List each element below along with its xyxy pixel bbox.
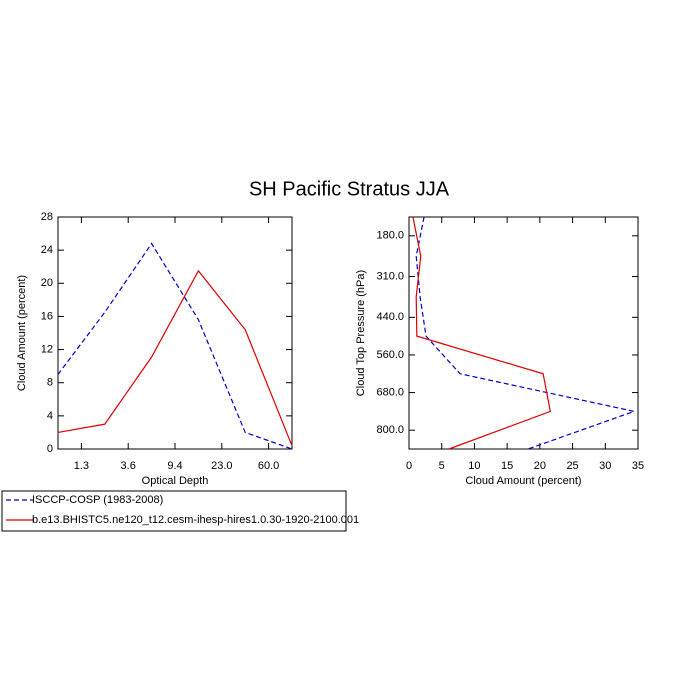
y-tick-label: 180.0 — [376, 230, 404, 242]
series-line — [57, 269, 293, 446]
x-tick-label: 3.6 — [121, 460, 136, 472]
y-tick-label: 440.0 — [376, 311, 404, 323]
x-tick-label: 60.0 — [258, 460, 279, 472]
y-tick-label: 20 — [41, 277, 53, 289]
series-line — [412, 216, 552, 450]
y-tick-label: 310.0 — [376, 270, 404, 282]
y-axis-label: Cloud Top Pressure (hPa) — [355, 270, 367, 396]
x-tick-label: 5 — [439, 460, 445, 472]
series-line — [57, 242, 293, 450]
y-tick-label: 8 — [47, 377, 53, 389]
x-tick-label: 0 — [406, 460, 412, 472]
x-axis-label: Optical Depth — [142, 475, 209, 487]
x-tick-label: 15 — [501, 460, 513, 472]
x-tick-label: 23.0 — [211, 460, 232, 472]
y-tick-label: 0 — [47, 443, 53, 455]
x-tick-label: 25 — [566, 460, 578, 472]
y-tick-label: 28 — [41, 211, 53, 223]
x-tick-label: 20 — [534, 460, 546, 472]
y-tick-label: 12 — [41, 343, 53, 355]
legend-label: ISCCP-COSP (1983-2008) — [32, 494, 163, 506]
y-tick-label: 4 — [47, 410, 53, 422]
plot-frame — [57, 216, 293, 450]
y-tick-label: 560.0 — [376, 349, 404, 361]
x-tick-label: 35 — [632, 460, 644, 472]
y-tick-label: 24 — [41, 244, 53, 256]
plot-frame — [408, 216, 639, 450]
x-tick-label: 1.3 — [74, 460, 89, 472]
x-tick-label: 30 — [599, 460, 611, 472]
legend-box — [1, 490, 347, 532]
y-tick-label: 680.0 — [376, 386, 404, 398]
y-tick-label: 800.0 — [376, 424, 404, 436]
y-tick-label: 16 — [41, 310, 53, 322]
legend-label: b.e13.BHISTC5.ne120_t12.cesm-ihesp-hires… — [32, 514, 359, 526]
figure-title: SH Pacific Stratus JJA — [249, 178, 450, 200]
x-tick-label: 10 — [468, 460, 480, 472]
x-tick-label: 9.4 — [167, 460, 182, 472]
series-line — [415, 216, 637, 450]
y-axis-label: Cloud Amount (percent) — [16, 275, 28, 391]
x-axis-label: Cloud Amount (percent) — [465, 475, 581, 487]
